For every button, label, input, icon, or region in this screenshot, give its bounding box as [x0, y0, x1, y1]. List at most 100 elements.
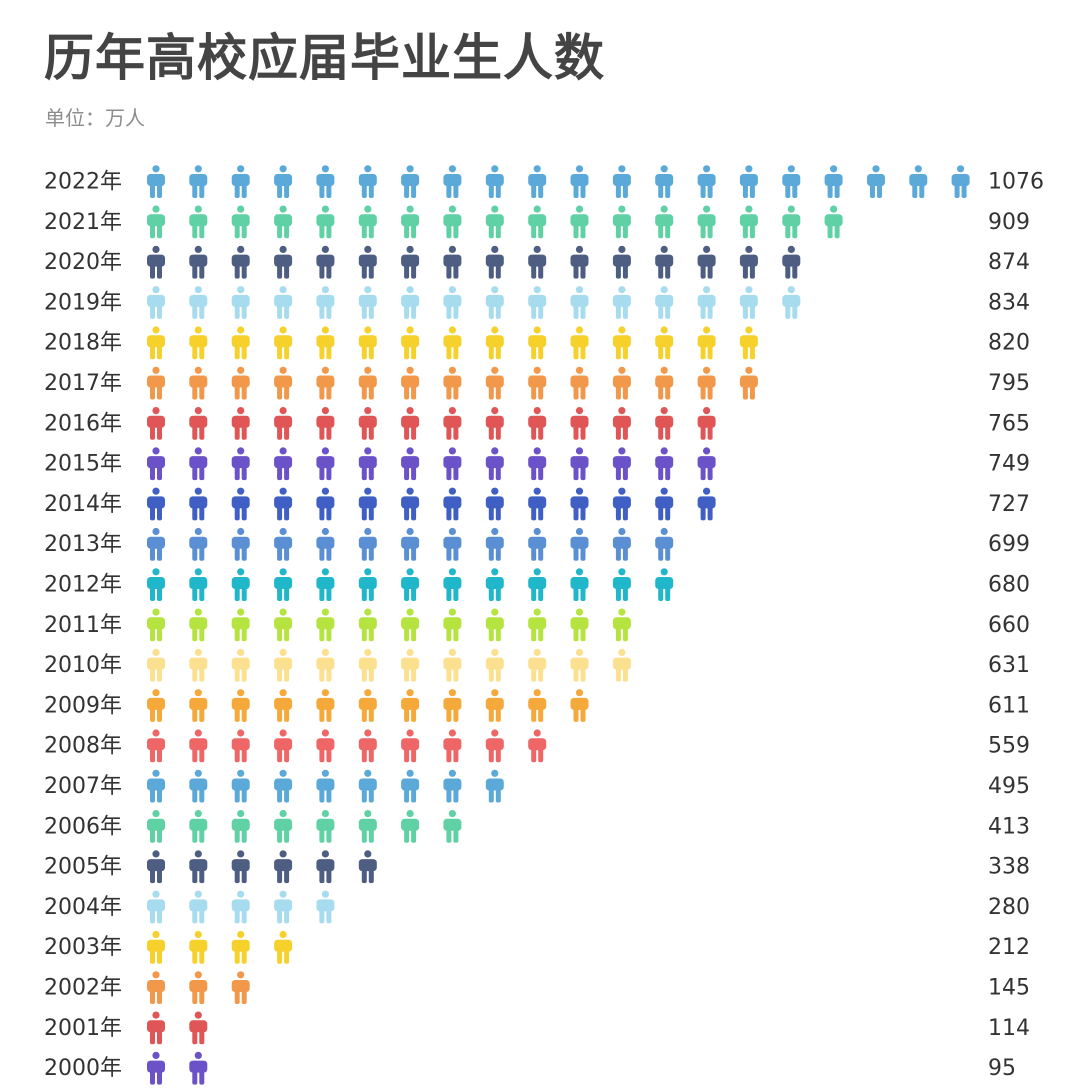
person-icon — [528, 165, 547, 198]
person-icon — [401, 568, 420, 601]
person-icon — [909, 165, 928, 198]
person-icon — [697, 245, 716, 279]
person-icon — [147, 1011, 165, 1045]
person-icon — [443, 447, 462, 481]
pictogram-row: 2013年 699 — [44, 527, 1030, 561]
person-icon — [316, 366, 335, 400]
person-icon — [401, 729, 420, 763]
person-icon — [612, 165, 631, 198]
person-icon — [401, 407, 420, 440]
pictogram-row: 2010年 631 — [44, 648, 1030, 682]
person-icon — [231, 487, 250, 521]
person-icon — [231, 648, 250, 682]
person-icon — [358, 447, 377, 481]
person-icon — [443, 608, 462, 642]
value-label: 874 — [988, 250, 1030, 275]
year-label: 2003年 — [44, 935, 122, 960]
person-icon — [189, 971, 208, 1004]
person-icon — [147, 890, 165, 924]
pictogram-row: 2017年 795 — [44, 366, 1030, 400]
person-icon — [697, 165, 716, 198]
person-icon — [231, 286, 250, 319]
value-label: 495 — [988, 774, 1030, 799]
person-icon — [443, 165, 462, 198]
person-icon — [570, 689, 589, 722]
value-label: 95 — [988, 1056, 1016, 1081]
person-icon — [358, 608, 377, 642]
value-label: 559 — [988, 734, 1030, 759]
person-icon — [358, 205, 377, 239]
person-icon — [189, 850, 208, 884]
person-icon — [951, 165, 970, 198]
person-icon — [189, 1011, 208, 1045]
person-icon — [316, 286, 335, 319]
person-icon — [443, 245, 462, 279]
person-icon — [231, 407, 250, 440]
year-label: 2011年 — [44, 613, 122, 638]
person-icon — [316, 527, 335, 561]
person-icon — [443, 689, 462, 722]
person-icon — [274, 890, 293, 924]
person-icon — [485, 729, 504, 763]
person-icon — [231, 930, 250, 964]
person-icon — [401, 326, 420, 360]
person-icon — [612, 205, 631, 239]
value-label: 680 — [988, 573, 1030, 598]
person-icon — [528, 286, 547, 319]
pictogram-row: 2000年 95 — [44, 1051, 1016, 1085]
person-icon — [147, 165, 165, 198]
year-label: 2012年 — [44, 573, 122, 598]
person-icon — [147, 326, 165, 360]
person-icon — [528, 648, 547, 682]
person-icon — [189, 729, 208, 763]
year-label: 2013年 — [44, 532, 122, 557]
person-icon — [443, 286, 462, 319]
person-icon — [401, 689, 420, 722]
person-icon — [528, 447, 547, 481]
person-icon — [443, 769, 462, 803]
person-icon — [274, 205, 293, 239]
person-icon — [189, 689, 208, 722]
value-label: 280 — [988, 895, 1030, 920]
person-icon — [485, 165, 504, 198]
person-icon — [189, 608, 208, 642]
person-icon — [316, 850, 335, 884]
person-icon — [528, 245, 547, 279]
person-icon — [485, 568, 504, 601]
person-icon — [316, 689, 335, 722]
person-icon — [485, 407, 504, 440]
person-icon — [316, 769, 335, 803]
person-icon — [189, 366, 208, 400]
person-icon — [697, 286, 716, 319]
person-icon — [739, 326, 758, 360]
person-icon — [401, 810, 420, 843]
value-label: 765 — [988, 411, 1030, 436]
person-icon — [485, 487, 504, 521]
person-icon — [274, 648, 293, 682]
person-icon — [316, 810, 335, 843]
year-label: 2005年 — [44, 855, 122, 880]
person-icon — [655, 527, 674, 561]
person-icon — [316, 447, 335, 481]
chart-title: 历年高校应届毕业生人数 — [44, 29, 605, 87]
person-icon — [612, 447, 631, 481]
pictogram-row: 2011年 660 — [44, 608, 1030, 642]
person-icon — [274, 850, 293, 884]
person-icon — [824, 205, 843, 239]
year-label: 2014年 — [44, 492, 122, 517]
person-icon — [528, 366, 547, 400]
person-icon — [274, 568, 293, 601]
person-icon — [147, 810, 165, 843]
person-icon — [401, 608, 420, 642]
person-icon — [655, 205, 674, 239]
pictogram-row: 2004年 280 — [44, 890, 1030, 924]
person-icon — [570, 245, 589, 279]
person-icon — [782, 205, 801, 239]
person-icon — [528, 326, 547, 360]
person-icon — [147, 527, 165, 561]
person-icon — [189, 568, 208, 601]
year-label: 2007年 — [44, 774, 122, 799]
person-icon — [147, 568, 165, 601]
person-icon — [401, 286, 420, 319]
